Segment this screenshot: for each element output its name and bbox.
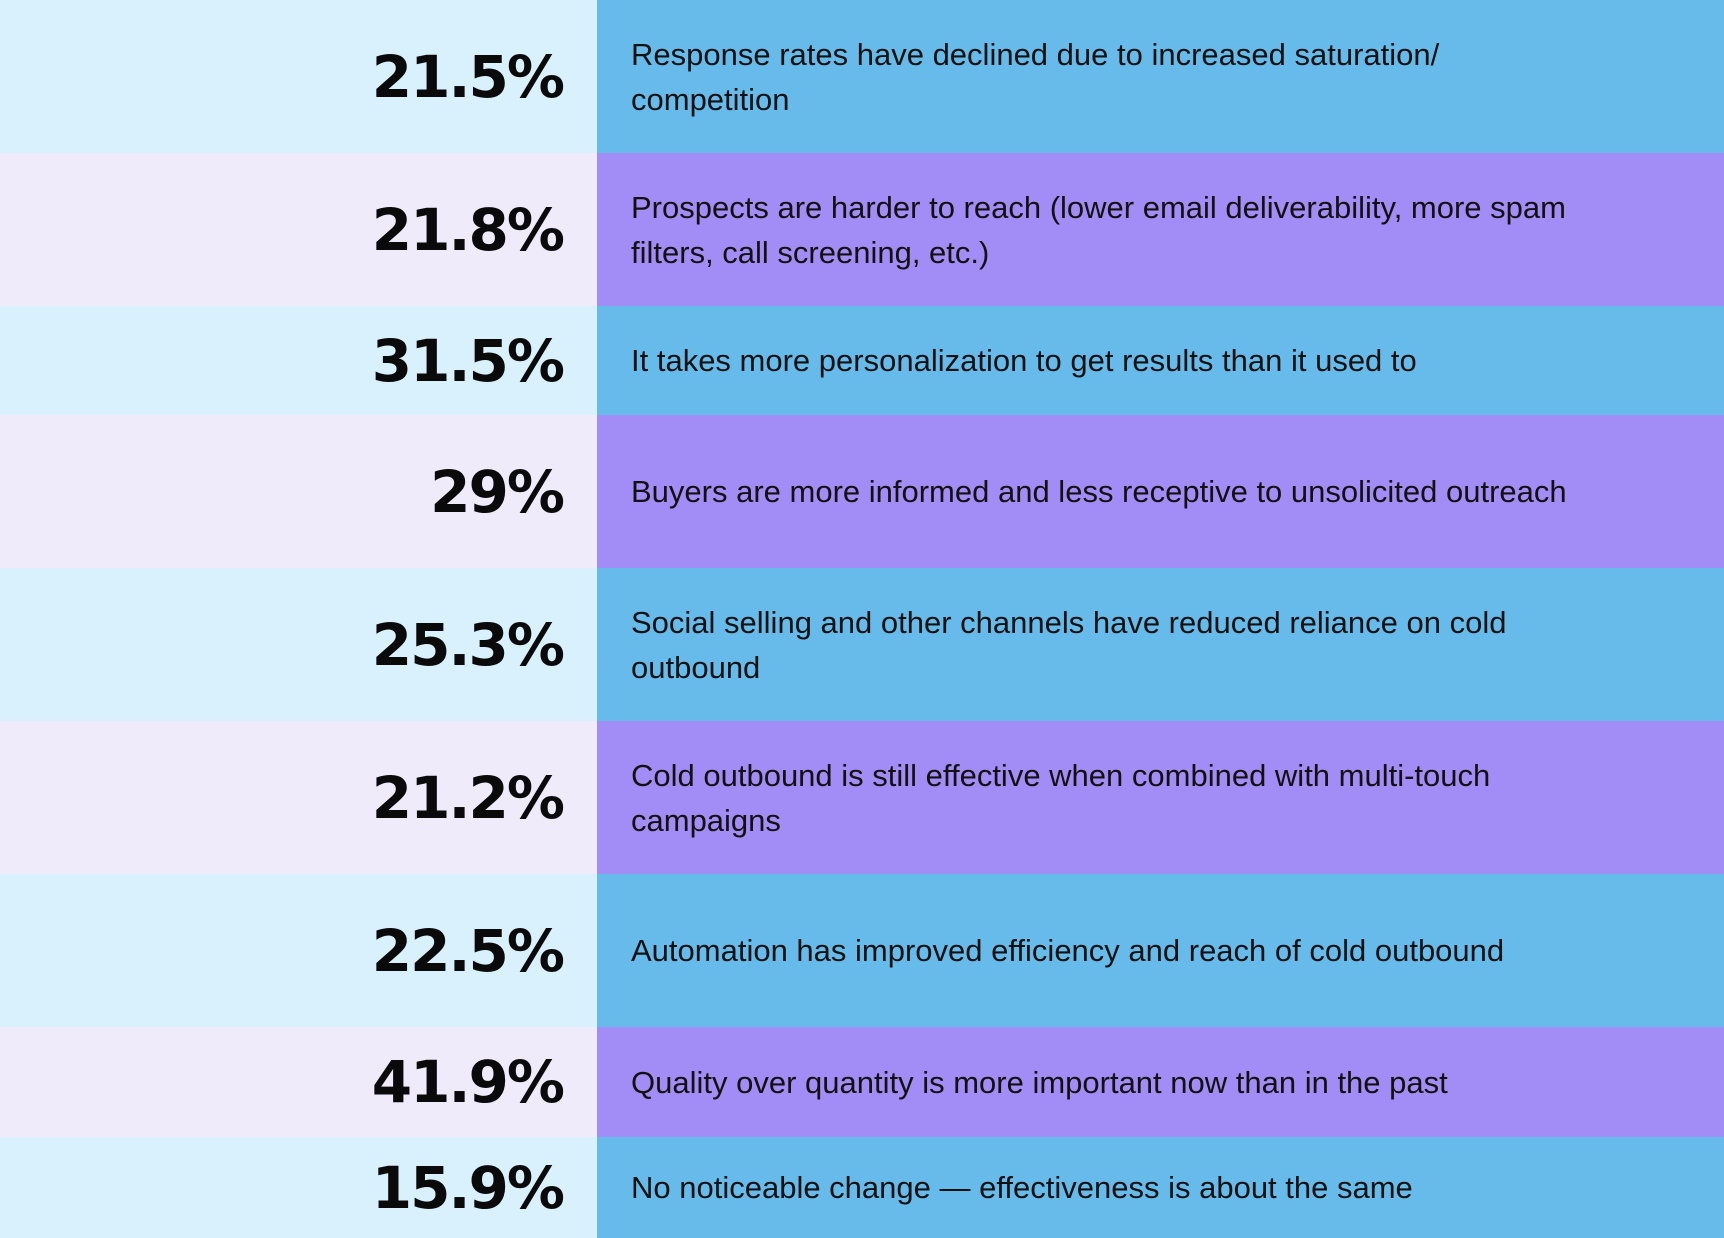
statement-text: Social selling and other channels have r…	[631, 604, 1507, 685]
table-row: 29% Buyers are more informed and less re…	[0, 415, 1724, 568]
percentage-cell: 29%	[0, 415, 597, 568]
table-row: 21.2% Cold outbound is still effective w…	[0, 721, 1724, 874]
percentage-value: 41.9%	[371, 1048, 565, 1116]
statement-cell: Buyers are more informed and less recept…	[597, 415, 1724, 568]
statement-cell: Cold outbound is still effective when co…	[597, 721, 1724, 874]
statement-cell: Automation has improved efficiency and r…	[597, 874, 1724, 1027]
table-row: 21.8% Prospects are harder to reach (low…	[0, 153, 1724, 306]
percentage-cell: 21.5%	[0, 0, 597, 153]
percentage-cell: 25.3%	[0, 568, 597, 721]
statement-text: Prospects are harder to reach (lower ema…	[631, 189, 1566, 270]
table-row: 25.3% Social selling and other channels …	[0, 568, 1724, 721]
statement-text: Automation has improved efficiency and r…	[631, 933, 1505, 968]
percentage-value: 15.9%	[371, 1153, 565, 1222]
statement-text: Buyers are more informed and less recept…	[631, 474, 1567, 509]
table-row: 41.9% Quality over quantity is more impo…	[0, 1027, 1724, 1137]
table-row: 31.5% It takes more personalization to g…	[0, 306, 1724, 415]
statement-text: Quality over quantity is more important …	[631, 1064, 1448, 1100]
percentage-cell: 41.9%	[0, 1027, 597, 1137]
statement-cell: Social selling and other channels have r…	[597, 568, 1724, 721]
percentage-value: 21.5%	[371, 42, 565, 111]
statement-text: It takes more personalization to get res…	[631, 343, 1417, 378]
percentage-cell: 31.5%	[0, 306, 597, 415]
percentage-value: 22.5%	[371, 916, 565, 985]
table-row: 22.5% Automation has improved efficiency…	[0, 874, 1724, 1027]
statement-cell: No noticeable change — effectiveness is …	[597, 1137, 1724, 1238]
percentage-value: 31.5%	[371, 326, 565, 395]
percentage-value: 21.8%	[371, 195, 565, 264]
statement-cell: Quality over quantity is more important …	[597, 1027, 1724, 1137]
statement-text: Cold outbound is still effective when co…	[631, 757, 1491, 838]
statement-cell: It takes more personalization to get res…	[597, 306, 1724, 415]
table-row: 21.5% Response rates have declined due t…	[0, 0, 1724, 153]
percentage-cell: 21.8%	[0, 153, 597, 306]
percentage-cell: 15.9%	[0, 1137, 597, 1238]
percentage-value: 21.2%	[371, 763, 565, 832]
percentage-cell: 21.2%	[0, 721, 597, 874]
percentage-value: 29%	[430, 457, 565, 526]
statement-text: Response rates have declined due to incr…	[631, 36, 1440, 117]
statement-text: No noticeable change — effectiveness is …	[631, 1170, 1413, 1205]
percentage-cell: 22.5%	[0, 874, 597, 1027]
statement-cell: Prospects are harder to reach (lower ema…	[597, 153, 1724, 306]
percentage-value: 25.3%	[371, 610, 565, 679]
statement-cell: Response rates have declined due to incr…	[597, 0, 1724, 153]
table-row: 15.9% No noticeable change — effectivene…	[0, 1137, 1724, 1238]
